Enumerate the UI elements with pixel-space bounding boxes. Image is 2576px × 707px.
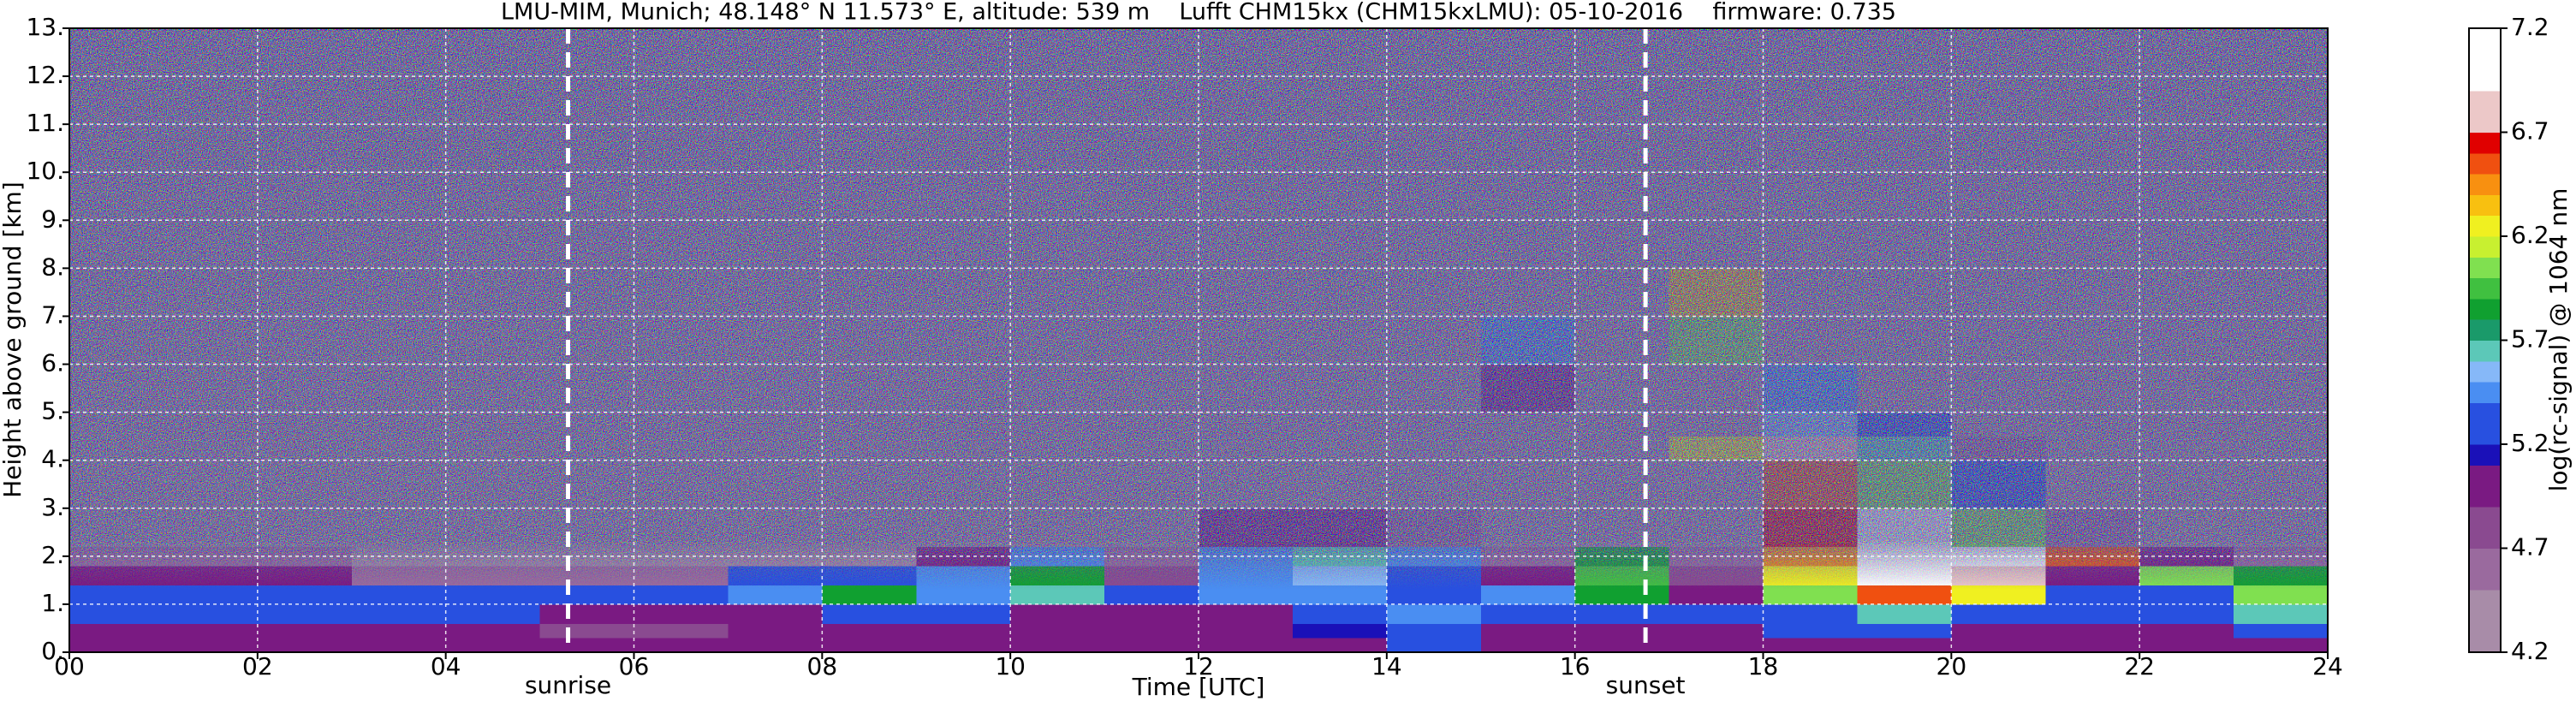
chart-title: LMU-MIM, Munich; 48.148° N 11.573° E, al… bbox=[501, 0, 1896, 26]
colorbar-segment bbox=[2469, 444, 2501, 466]
y-axis-label: Height above ground [km] bbox=[0, 181, 27, 498]
x-tick-label: 10 bbox=[995, 652, 1026, 680]
y-tick-label: 6. bbox=[41, 349, 64, 377]
x-tick-label: 16 bbox=[1560, 652, 1591, 680]
event-label: sunset bbox=[1606, 671, 1686, 699]
colorbar-segment bbox=[2469, 236, 2501, 258]
y-tick-label: 4. bbox=[41, 445, 64, 473]
colorbar-segment bbox=[2469, 132, 2501, 154]
colorbar-segment bbox=[2469, 174, 2501, 195]
x-tick-label: 20 bbox=[1936, 652, 1967, 680]
x-tick-label: 12 bbox=[1183, 652, 1214, 680]
colorbar-segment bbox=[2469, 590, 2501, 653]
x-tick-label: 00 bbox=[54, 652, 85, 680]
x-tick-label: 04 bbox=[431, 652, 461, 680]
colorbar-segment bbox=[2469, 548, 2501, 591]
colorbar-segment bbox=[2469, 360, 2501, 383]
plot-frame bbox=[68, 27, 2329, 653]
colorbar-segment bbox=[2469, 402, 2501, 445]
colorbar-tick-label: 6.7 bbox=[2511, 117, 2549, 146]
y-tick-label: 5. bbox=[41, 397, 64, 425]
x-tick-label: 18 bbox=[1748, 652, 1779, 680]
colorbar-segment bbox=[2469, 28, 2501, 92]
colorbar-segment bbox=[2469, 277, 2501, 300]
x-tick-label: 14 bbox=[1371, 652, 1402, 680]
colorbar-label: log(rc-signal) @ 1064 nm bbox=[2544, 188, 2573, 492]
colorbar-segment bbox=[2469, 215, 2501, 237]
colorbar-segment bbox=[2469, 506, 2501, 549]
colorbar-segment bbox=[2469, 340, 2501, 362]
colorbar-segment bbox=[2469, 319, 2501, 341]
colorbar-tick-label: 5.2 bbox=[2511, 429, 2549, 457]
y-tick-label: 9. bbox=[41, 205, 64, 233]
x-tick-label: 02 bbox=[242, 652, 273, 680]
y-tick-label: 8. bbox=[41, 253, 64, 281]
y-tick-label: 3. bbox=[41, 493, 64, 521]
x-tick-label: 24 bbox=[2312, 652, 2343, 680]
colorbar-tick-label: 6.2 bbox=[2511, 221, 2549, 249]
y-tick-label: 7. bbox=[41, 300, 64, 329]
colorbar-segment bbox=[2469, 90, 2501, 133]
overlay: 0. 1. 2. 3. 4. 5. 6. 7. 8. 9. 10. 11. 12. 13. 00 02 04 06… bbox=[26, 13, 2342, 699]
y-tick-label: 10. bbox=[26, 157, 64, 185]
y-tick-label: 1. bbox=[41, 589, 64, 617]
colorbar-frame bbox=[2468, 27, 2502, 653]
x-axis-label: Time [UTC] bbox=[1132, 673, 1265, 701]
colorbar-tick-label: 5.7 bbox=[2511, 325, 2549, 354]
x-tick-label: 08 bbox=[807, 652, 838, 680]
x-tick-label: 06 bbox=[619, 652, 650, 680]
colorbar-segment bbox=[2469, 152, 2501, 175]
y-tick-label: 11. bbox=[26, 109, 64, 137]
y-tick-label: 13. bbox=[26, 13, 64, 41]
colorbar-tick-label: 4.2 bbox=[2511, 637, 2549, 665]
x-tick-label: 22 bbox=[2124, 652, 2155, 680]
y-tick-label: 0. bbox=[41, 637, 64, 665]
y-tick-label: 12. bbox=[26, 61, 64, 89]
colorbar-segment bbox=[2469, 465, 2501, 508]
colorbar-tick-label: 4.7 bbox=[2511, 533, 2549, 561]
colorbar: 4.2 4.7 5.2 5.7 6.2 6.7 7.2 bbox=[2469, 13, 2549, 665]
colorbar-segment bbox=[2469, 298, 2501, 320]
colorbar-segment bbox=[2469, 194, 2501, 217]
y-tick-label: 2. bbox=[41, 541, 64, 569]
colorbar-segment bbox=[2469, 257, 2501, 279]
colorbar-tick-label: 7.2 bbox=[2511, 13, 2549, 41]
event-label: sunrise bbox=[525, 671, 611, 699]
colorbar-segment bbox=[2469, 382, 2501, 403]
